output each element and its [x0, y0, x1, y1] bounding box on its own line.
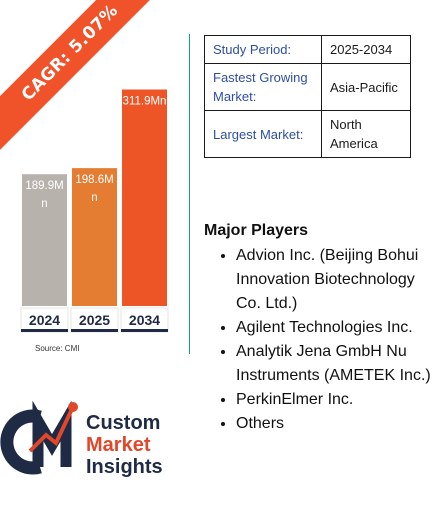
category-underline — [21, 329, 68, 332]
study-period-label: Study Period: — [204, 35, 322, 64]
table-row: Study Period: 2025-2034 — [204, 35, 411, 64]
logo-line-insights: Insights — [86, 456, 163, 478]
largest-market-label: Largest Market: — [204, 110, 322, 158]
fastest-market-label: Fastest Growing Market: — [204, 63, 322, 111]
players-list: Advion Inc. (Beijing Bohui Innovation Bi… — [218, 244, 436, 436]
list-item: Agilent Technologies Inc. — [236, 316, 436, 340]
list-item: Others — [236, 412, 436, 436]
cmi-logo-icon — [0, 400, 78, 475]
bar-value-label: n — [91, 192, 97, 204]
list-item: PerkinElmer Inc. — [236, 388, 436, 412]
list-item: Analytik Jena GmbH Nu Instruments (AMETE… — [236, 340, 436, 388]
category-label: 2024 — [29, 312, 60, 328]
category-label: 2025 — [79, 312, 110, 328]
bar-2024 — [22, 174, 67, 306]
bar-value-label: n — [41, 198, 47, 210]
bar-chart: 189.9M n 2024 198.6M n 2025 311.9Mn 2034 — [20, 89, 169, 333]
category-underline — [121, 329, 168, 332]
logo-line-market: Market — [86, 434, 151, 456]
logo-line-custom: Custom — [86, 412, 161, 434]
category-underline — [71, 329, 118, 332]
largest-market-value: North America — [321, 110, 411, 158]
info-table: Study Period: 2025-2034 Fastest Growing … — [204, 35, 411, 158]
table-row: Fastest Growing Market: Asia-Pacific — [204, 63, 411, 111]
bar-value-label: 189.9M — [25, 180, 63, 192]
logo-wordmark: Custom Market Insights — [86, 412, 163, 478]
bar-2025 — [72, 168, 117, 306]
bar-value-label: 198.6M — [75, 174, 113, 186]
list-item: Advion Inc. (Beijing Bohui Innovation Bi… — [236, 244, 436, 316]
source-note: Source: CMI — [35, 344, 80, 353]
major-players-title: Major Players — [204, 222, 309, 239]
fastest-market-value: Asia-Pacific — [321, 63, 411, 111]
bar-value-label: 311.9Mn — [123, 96, 167, 108]
table-row: Largest Market: North America — [204, 110, 411, 158]
category-box — [70, 307, 119, 333]
vertical-divider — [189, 34, 190, 354]
category-label: 2034 — [129, 312, 160, 328]
bar-2034 — [122, 89, 167, 307]
category-box — [20, 307, 69, 333]
study-period-value: 2025-2034 — [321, 35, 411, 64]
